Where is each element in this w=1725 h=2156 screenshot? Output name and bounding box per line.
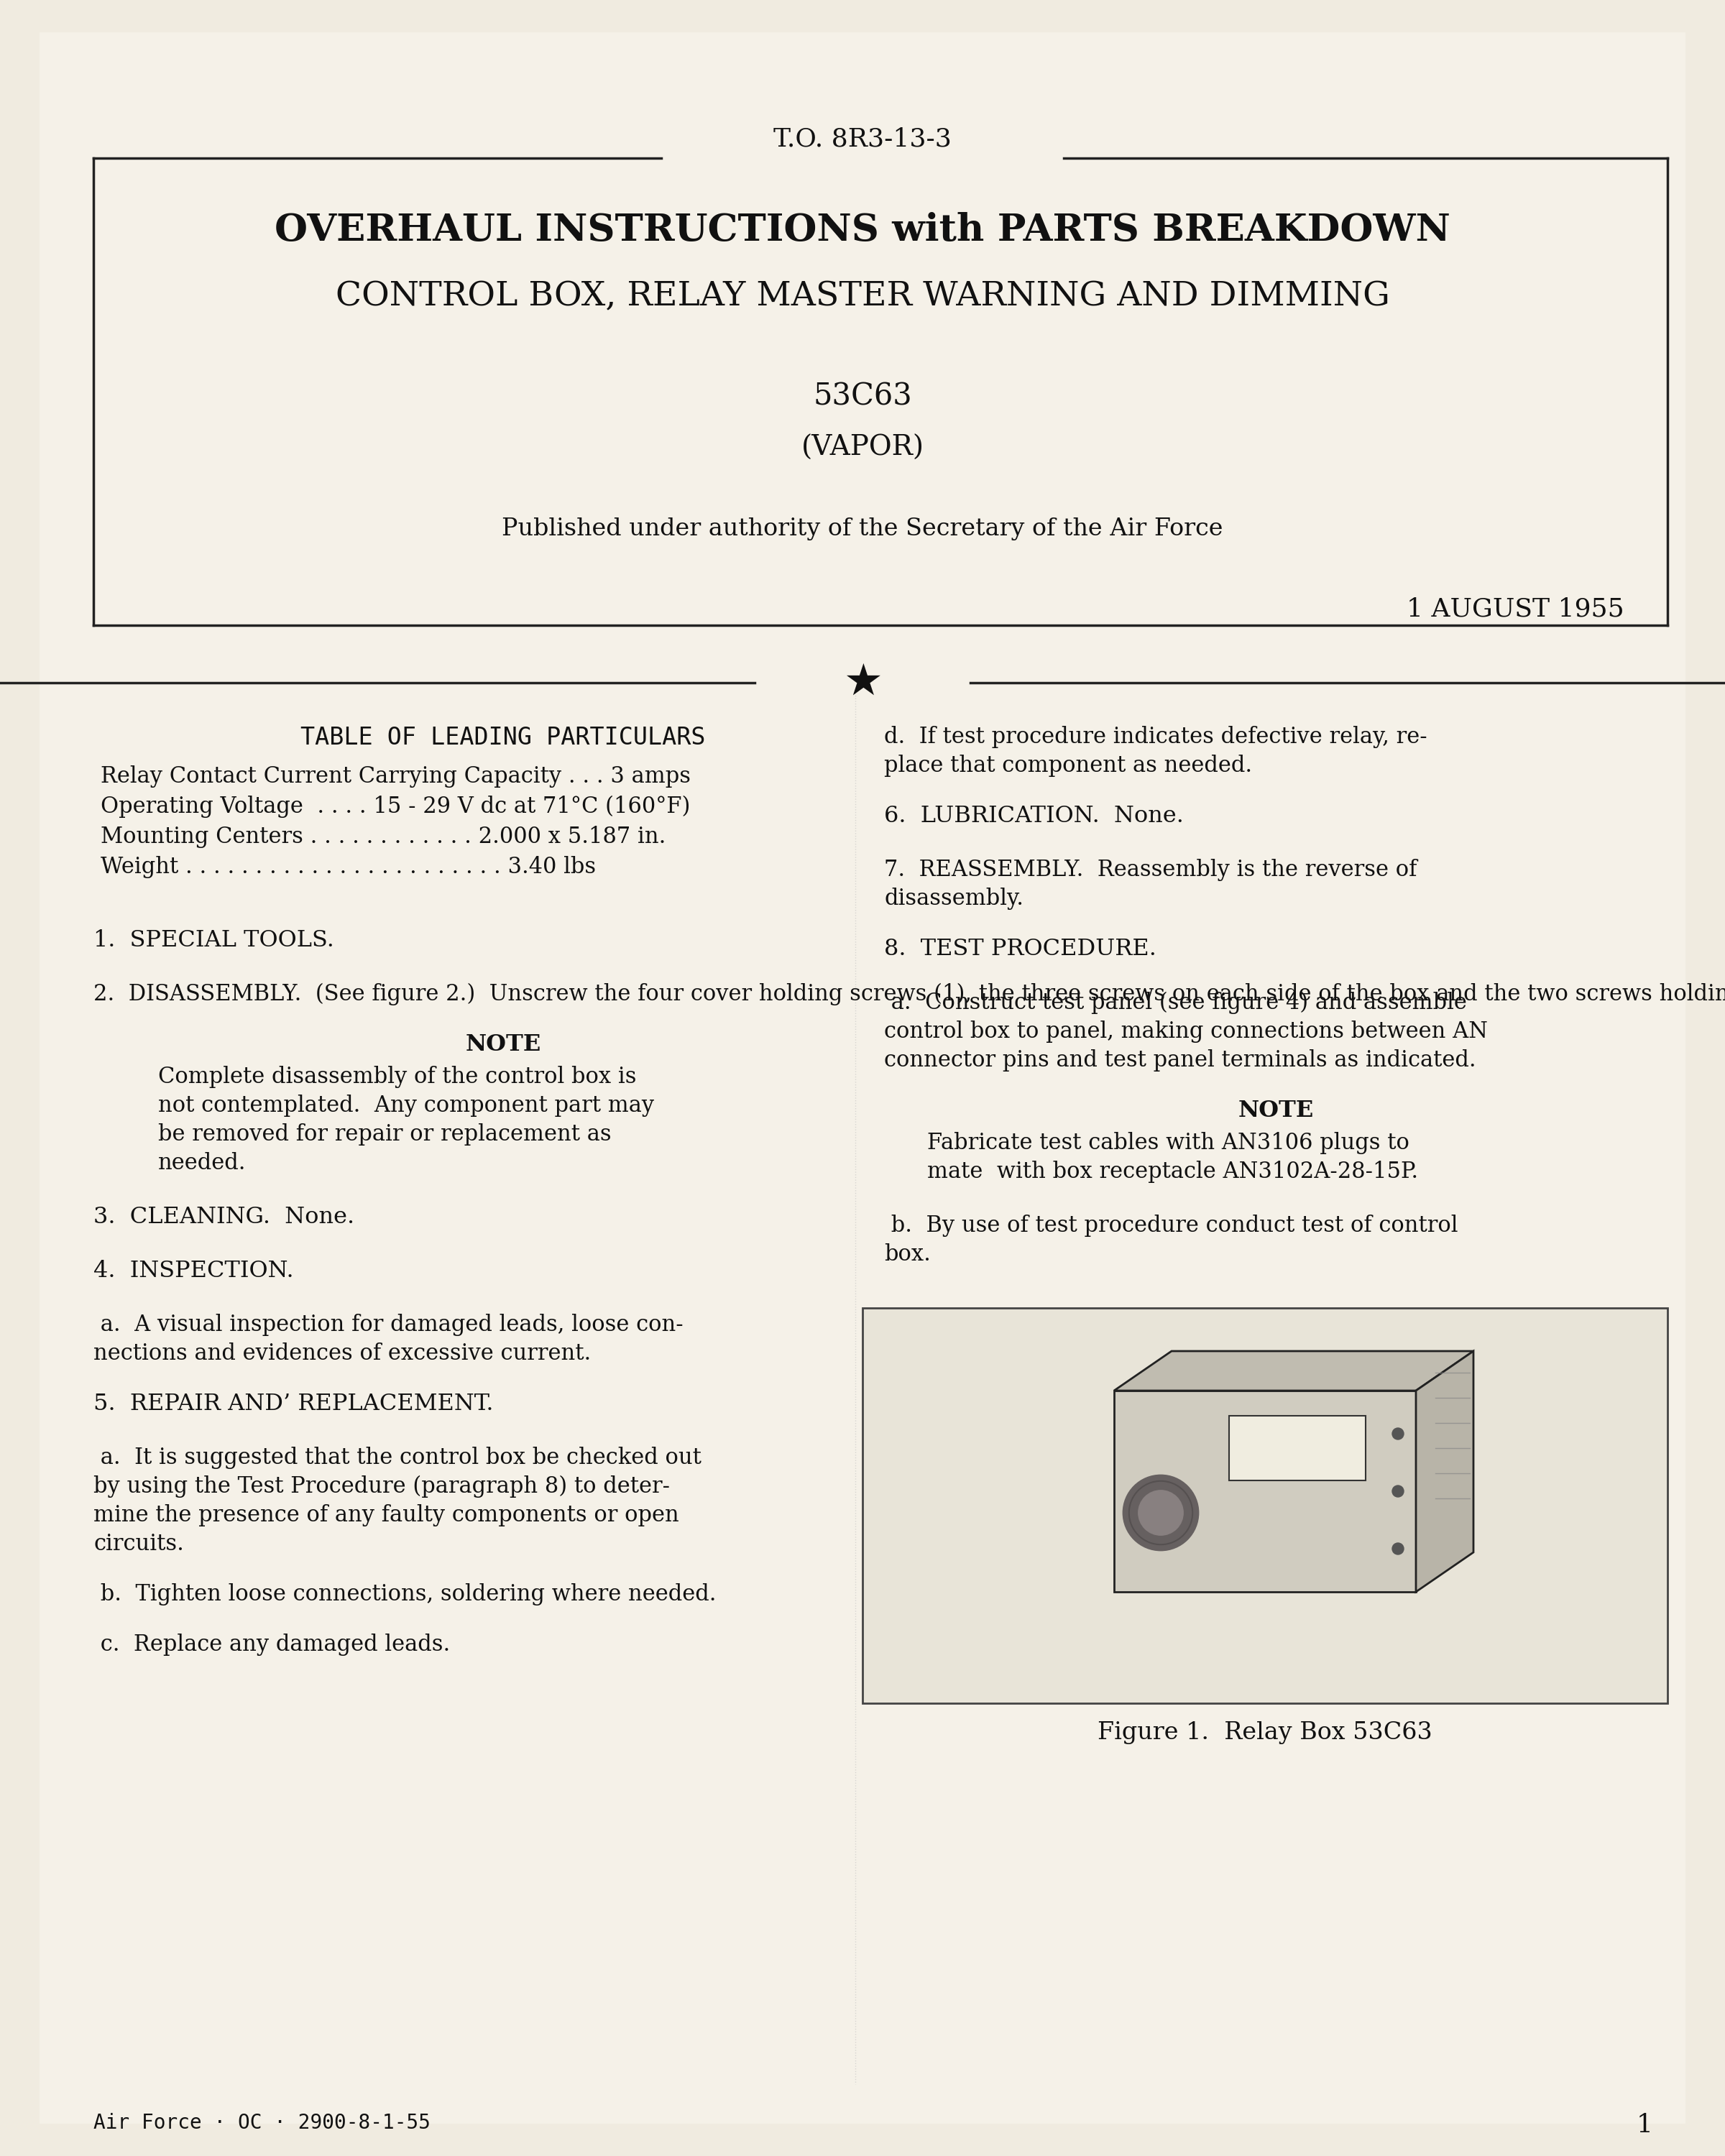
Text: 5.  REPAIR AND’ REPLACEMENT.: 5. REPAIR AND’ REPLACEMENT. [93, 1393, 493, 1414]
Text: c.  Replace any damaged leads.: c. Replace any damaged leads. [93, 1634, 450, 1656]
Text: Published under authority of the Secretary of the Air Force: Published under authority of the Secreta… [502, 517, 1223, 541]
Text: Complete disassembly of the control box is: Complete disassembly of the control box … [159, 1065, 637, 1089]
Text: by using the Test Procedure (paragraph 8) to deter-: by using the Test Procedure (paragraph 8… [93, 1475, 669, 1498]
Text: NOTE: NOTE [466, 1033, 542, 1056]
Polygon shape [1416, 1352, 1473, 1591]
Text: b.  By use of test procedure conduct test of control: b. By use of test procedure conduct test… [885, 1214, 1458, 1238]
Text: T.O. 8R3-13-3: T.O. 8R3-13-3 [773, 127, 952, 151]
Circle shape [1392, 1485, 1404, 1496]
Text: 53C63: 53C63 [812, 382, 913, 412]
Text: 1: 1 [1637, 2113, 1653, 2137]
Text: 7.  REASSEMBLY.  Reassembly is the reverse of: 7. REASSEMBLY. Reassembly is the reverse… [885, 858, 1416, 882]
Polygon shape [1114, 1352, 1473, 1391]
Text: 1 AUGUST 1955: 1 AUGUST 1955 [1408, 597, 1625, 621]
Text: Weight . . . . . . . . . . . . . . . . . . . . . . . 3.40 lbs: Weight . . . . . . . . . . . . . . . . .… [100, 856, 595, 877]
Circle shape [1392, 1427, 1404, 1440]
Text: a.  It is suggested that the control box be checked out: a. It is suggested that the control box … [93, 1447, 702, 1468]
Text: Fabricate test cables with AN3106 plugs to: Fabricate test cables with AN3106 plugs … [928, 1132, 1409, 1153]
Text: d.  If test procedure indicates defective relay, re-: d. If test procedure indicates defective… [885, 727, 1427, 748]
Text: Air Force · OC · 2900-8-1-55: Air Force · OC · 2900-8-1-55 [93, 2113, 431, 2132]
Circle shape [1138, 1490, 1183, 1535]
Text: b.  Tighten loose connections, soldering where needed.: b. Tighten loose connections, soldering … [93, 1583, 716, 1606]
Text: Figure 1.  Relay Box 53C63: Figure 1. Relay Box 53C63 [1097, 1720, 1432, 1744]
Text: needed.: needed. [159, 1151, 247, 1175]
Text: Relay Contact Current Carrying Capacity . . . 3 amps: Relay Contact Current Carrying Capacity … [100, 765, 690, 787]
Text: Operating Voltage  . . . . 15 - 29 V dc at 71°C (160°F): Operating Voltage . . . . 15 - 29 V dc a… [100, 796, 690, 817]
Circle shape [1392, 1544, 1404, 1554]
Text: mine the presence of any faulty components or open: mine the presence of any faulty componen… [93, 1505, 680, 1526]
Bar [862, 1309, 1668, 1703]
Text: mate  with box receptacle AN3102A-28-15P.: mate with box receptacle AN3102A-28-15P. [928, 1160, 1418, 1184]
Text: connector pins and test panel terminals as indicated.: connector pins and test panel terminals … [885, 1050, 1477, 1072]
Text: 6.  LUBRICATION.  None.: 6. LUBRICATION. None. [885, 804, 1183, 828]
Text: 4.  INSPECTION.: 4. INSPECTION. [93, 1259, 293, 1283]
Text: 1.  SPECIAL TOOLS.: 1. SPECIAL TOOLS. [93, 929, 335, 951]
Text: control box to panel, making connections between AN: control box to panel, making connections… [885, 1020, 1487, 1044]
Text: Mounting Centers . . . . . . . . . . . . 2.000 x 5.187 in.: Mounting Centers . . . . . . . . . . . .… [100, 826, 666, 847]
Text: 8.  TEST PROCEDURE.: 8. TEST PROCEDURE. [885, 938, 1156, 959]
Text: place that component as needed.: place that component as needed. [885, 755, 1252, 776]
Bar [1114, 1391, 1416, 1591]
Text: ★: ★ [844, 662, 881, 703]
Text: 3.  CLEANING.  None.: 3. CLEANING. None. [93, 1205, 354, 1229]
Text: box.: box. [885, 1244, 932, 1266]
Text: OVERHAUL INSTRUCTIONS with PARTS BREAKDOWN: OVERHAUL INSTRUCTIONS with PARTS BREAKDO… [274, 211, 1451, 248]
Text: disassembly.: disassembly. [885, 888, 1023, 910]
Text: nections and evidences of excessive current.: nections and evidences of excessive curr… [93, 1343, 592, 1365]
Text: TABLE OF LEADING PARTICULARS: TABLE OF LEADING PARTICULARS [300, 727, 706, 750]
Text: 2.  DISASSEMBLY.  (See figure 2.)  Unscrew the four cover holding screws (1), th: 2. DISASSEMBLY. (See figure 2.) Unscrew … [93, 983, 1725, 1005]
Text: NOTE: NOTE [1239, 1100, 1314, 1121]
Text: (VAPOR): (VAPOR) [800, 436, 925, 461]
Bar [1228, 1416, 1366, 1481]
Text: be removed for repair or replacement as: be removed for repair or replacement as [159, 1123, 611, 1145]
Text: circuits.: circuits. [93, 1533, 185, 1554]
Text: not contemplated.  Any component part may: not contemplated. Any component part may [159, 1095, 654, 1117]
Circle shape [1123, 1475, 1199, 1550]
Text: a.  Construct test panel (see figure 4) and assemble: a. Construct test panel (see figure 4) a… [885, 992, 1466, 1013]
Text: a.  A visual inspection for damaged leads, loose con-: a. A visual inspection for damaged leads… [93, 1313, 683, 1337]
Text: CONTROL BOX, RELAY MASTER WARNING AND DIMMING: CONTROL BOX, RELAY MASTER WARNING AND DI… [335, 280, 1390, 313]
